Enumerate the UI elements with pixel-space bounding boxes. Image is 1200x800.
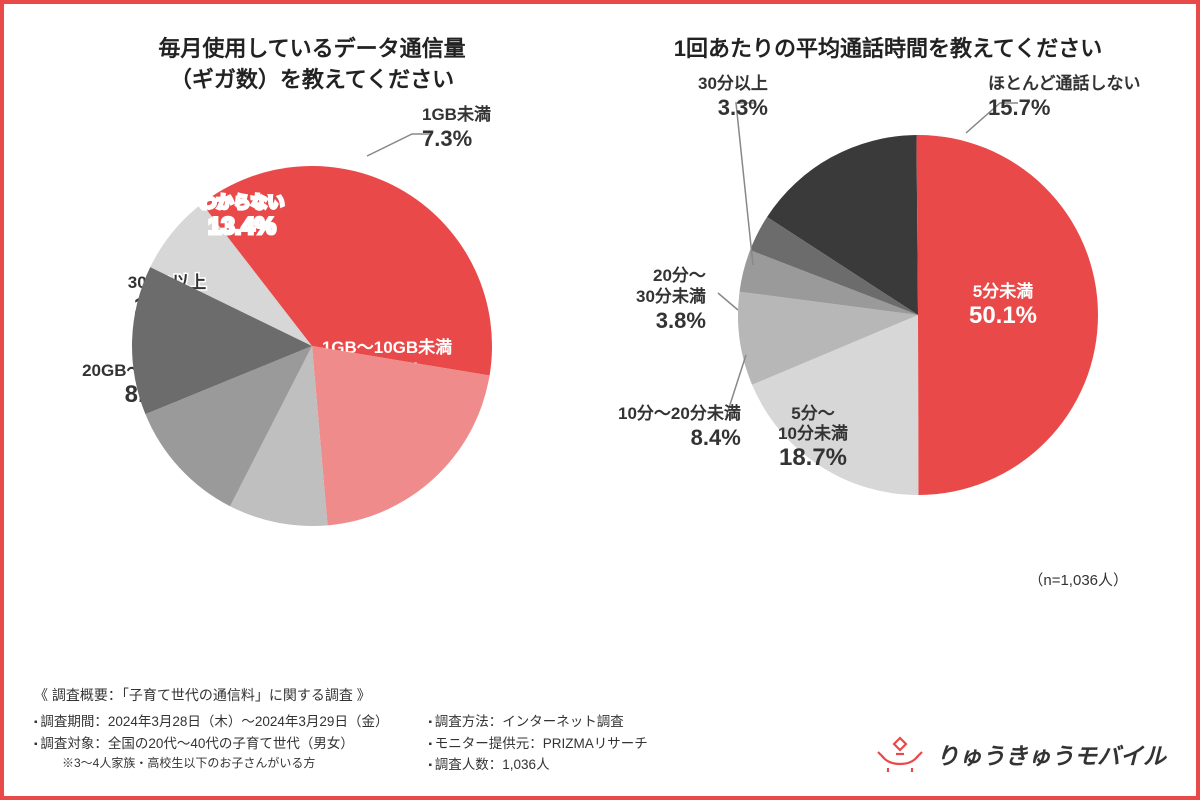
footer-col2: 調査方法：インターネット調査モニター提供元：PRIZMAリサーチ調査人数：1,0…: [428, 711, 647, 776]
footer-item: モニター提供元：PRIZMAリサーチ: [428, 733, 647, 755]
footer-item: 調査期間：2024年3月28日（木）～2024年3月29日（金）: [34, 711, 388, 733]
footer-item: 調査対象：全国の20代～40代の子育て世代（男女）: [34, 733, 388, 755]
logo-text: りゅうきゅうモバイル: [936, 737, 1166, 771]
logo-icon: [874, 734, 926, 774]
footer-note: ※3～4人家族・高校生以下のお子さんがいる方: [62, 754, 388, 771]
external-label: 20分～30分未満3.8%: [636, 265, 706, 335]
external-label: 30分以上3.3%: [698, 73, 768, 122]
chart1-title: 毎月使用しているデータ通信量 （ギガ数）を教えてください: [32, 34, 592, 96]
slice-label: わからない13.4%: [200, 193, 285, 240]
pie-slice: [312, 346, 490, 525]
external-label: ほとんど通話しない15.7%: [988, 73, 1141, 122]
pie-chart-2: 5分未満50.1%5分～10分未満18.7%ほとんど通話しない15.7%10分～…: [608, 85, 1168, 565]
chart-data-usage: 毎月使用しているデータ通信量 （ギガ数）を教えてください 1GB～10GB未満3…: [32, 34, 592, 596]
chart-call-duration: 1回あたりの平均通話時間を教えてください 5分未満50.1%5分～10分未満18…: [608, 34, 1168, 596]
pie-chart-1: 1GB～10GB未満38.1%10GB～20GB未満21.0%20GB～30GB…: [32, 116, 592, 596]
sample-size: （n=1,036人）: [608, 569, 1168, 590]
brand-logo: りゅうきゅうモバイル: [874, 734, 1166, 774]
footer-item: 調査方法：インターネット調査: [428, 711, 647, 733]
survey-footer: 《 調査概要：「子育て世代の通信料」に関する調査 》 調査期間：2024年3月2…: [34, 685, 856, 776]
chart2-title: 1回あたりの平均通話時間を教えてください: [608, 34, 1168, 65]
charts-row: 毎月使用しているデータ通信量 （ギガ数）を教えてください 1GB～10GB未満3…: [4, 4, 1196, 596]
footer-item: 調査人数：1,036人: [428, 754, 647, 776]
slice-label: 5分未満50.1%: [969, 281, 1037, 329]
footer-col1: 調査期間：2024年3月28日（木）～2024年3月29日（金）調査対象：全国の…: [34, 711, 388, 754]
external-label: 1GB未満7.3%: [422, 104, 491, 153]
footer-title: 《 調査概要：「子育て世代の通信料」に関する調査 》: [34, 685, 856, 705]
external-label: 10分～20分未満8.4%: [618, 403, 741, 452]
